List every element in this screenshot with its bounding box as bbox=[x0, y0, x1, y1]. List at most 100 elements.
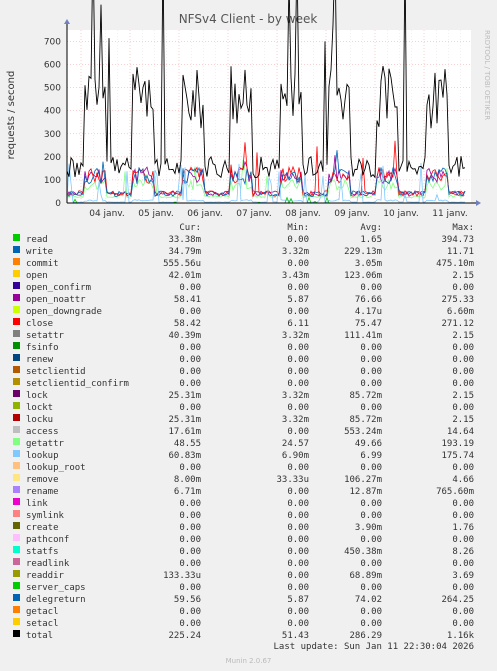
legend-swatch bbox=[13, 390, 20, 397]
legend-avg: 75.47 bbox=[354, 319, 382, 329]
legend-name: server_caps bbox=[26, 583, 86, 593]
legend-swatch bbox=[13, 474, 20, 481]
legend: Cur: Min: Avg: Max: read 33.38m 0.00 1.65 39… bbox=[0, 222, 497, 642]
legend-cur: 0.00 bbox=[179, 619, 201, 629]
legend-name: renew bbox=[26, 355, 54, 365]
legend-item-commit: commit 555.56u 0.00 3.05m 475.10m bbox=[0, 258, 497, 270]
legend-swatch bbox=[13, 546, 20, 553]
legend-swatch bbox=[13, 330, 20, 337]
legend-name: remove bbox=[26, 475, 59, 485]
legend-avg: 286.29 bbox=[349, 631, 382, 641]
legend-avg: 6.99 bbox=[360, 451, 382, 461]
legend-cur: 6.71m bbox=[173, 487, 201, 497]
legend-name: locku bbox=[26, 415, 54, 425]
y-tick-label: 700 bbox=[44, 38, 61, 48]
legend-name: lock bbox=[26, 391, 48, 401]
legend-item-renew: renew 0.00 0.00 0.00 0.00 bbox=[0, 354, 497, 366]
legend-min: 0.00 bbox=[287, 259, 309, 269]
legend-avg: 553.24m bbox=[344, 427, 382, 437]
y-tick-labels: 0 100 200 300 400 500 600 700 bbox=[44, 38, 61, 209]
legend-header: Cur: Min: Avg: Max: bbox=[0, 222, 497, 234]
legend-item-lookup: lookup 60.83m 6.90m 6.99 175.74 bbox=[0, 450, 497, 462]
legend-max: 1.76 bbox=[452, 523, 474, 533]
legend-cur: 33.38m bbox=[168, 235, 201, 245]
legend-swatch bbox=[13, 582, 20, 589]
legend-min: 0.00 bbox=[287, 559, 309, 569]
legend-item-write: write 34.79m 3.32m 229.13m 11.71 bbox=[0, 246, 497, 258]
legend-swatch bbox=[13, 246, 20, 253]
legend-name: open_noattr bbox=[26, 295, 86, 305]
legend-item-pathconf: pathconf 0.00 0.00 0.00 0.00 bbox=[0, 534, 497, 546]
legend-swatch bbox=[13, 402, 20, 409]
legend-name: fsinfo bbox=[26, 343, 59, 353]
legend-min: 3.32m bbox=[281, 331, 309, 341]
legend-item-create: create 0.00 0.00 3.90m 1.76 bbox=[0, 522, 497, 534]
col-max-header: Max: bbox=[452, 223, 474, 233]
legend-swatch bbox=[13, 378, 20, 385]
legend-item-total: total 225.24 51.43 286.29 1.16k bbox=[0, 630, 497, 642]
y-tick-label: 500 bbox=[44, 84, 61, 94]
chart: NFSv4 Client - by week requests / second… bbox=[6, 0, 491, 219]
legend-item-symlink: symlink 0.00 0.00 0.00 0.00 bbox=[0, 510, 497, 522]
x-tick-label: 10 janv. bbox=[383, 209, 419, 219]
legend-swatch bbox=[13, 258, 20, 265]
legend-item-readlink: readlink 0.00 0.00 0.00 0.00 bbox=[0, 558, 497, 570]
legend-min: 0.00 bbox=[287, 547, 309, 557]
legend-cur: 8.00m bbox=[173, 475, 201, 485]
y-tick-label: 0 bbox=[55, 199, 61, 209]
legend-swatch bbox=[13, 342, 20, 349]
legend-swatch bbox=[13, 630, 20, 637]
legend-name: statfs bbox=[26, 547, 59, 557]
legend-name: lockt bbox=[26, 403, 54, 413]
legend-name: setattr bbox=[26, 331, 64, 341]
legend-item-open_confirm: open_confirm 0.00 0.00 0.00 0.00 bbox=[0, 282, 497, 294]
legend-max: 14.64 bbox=[446, 427, 474, 437]
chart-title: NFSv4 Client - by week bbox=[179, 12, 318, 26]
legend-name: rename bbox=[26, 487, 59, 497]
legend-max: 4.66 bbox=[452, 475, 474, 485]
legend-item-access: access 17.61m 0.00 553.24m 14.64 bbox=[0, 426, 497, 438]
legend-max: 2.15 bbox=[452, 415, 474, 425]
legend-avg: 76.66 bbox=[354, 295, 382, 305]
y-axis-label: requests / second bbox=[6, 71, 17, 160]
legend-max: 275.33 bbox=[441, 295, 474, 305]
legend-name: commit bbox=[26, 259, 59, 269]
legend-name: write bbox=[26, 247, 54, 257]
legend-cur: 48.55 bbox=[173, 439, 201, 449]
legend-max: 0.00 bbox=[452, 367, 474, 377]
x-tick-labels: 04 janv. 05 janv. 06 janv. 07 janv. 08 janv.… bbox=[89, 209, 468, 219]
legend-item-readdir: readdir 133.33u 0.00 68.89m 3.69 bbox=[0, 570, 497, 582]
legend-max: 0.00 bbox=[452, 583, 474, 593]
legend-name: readdir bbox=[26, 571, 64, 581]
x-tick-label: 09 janv. bbox=[334, 209, 370, 219]
series-line-delegreturn bbox=[66, 150, 466, 198]
legend-max: 0.00 bbox=[452, 619, 474, 629]
legend-min: 0.00 bbox=[287, 619, 309, 629]
legend-avg: 0.00 bbox=[360, 379, 382, 389]
legend-item-rename: rename 6.71m 0.00 12.87m 765.60m bbox=[0, 486, 497, 498]
legend-cur: 60.83m bbox=[168, 451, 201, 461]
legend-cur: 0.00 bbox=[179, 559, 201, 569]
legend-max: 2.15 bbox=[452, 391, 474, 401]
legend-swatch bbox=[13, 438, 20, 445]
legend-cur: 25.31m bbox=[168, 391, 201, 401]
legend-name: pathconf bbox=[26, 535, 70, 545]
legend-max: 3.69 bbox=[452, 571, 474, 581]
legend-swatch bbox=[13, 534, 20, 541]
legend-avg: 1.65 bbox=[360, 235, 382, 245]
legend-min: 0.00 bbox=[287, 367, 309, 377]
legend-min: 0.00 bbox=[287, 499, 309, 509]
x-tick-label: 06 janv. bbox=[187, 209, 223, 219]
legend-min: 0.00 bbox=[287, 487, 309, 497]
munin-version: Munin 2.0.67 bbox=[225, 657, 272, 665]
legend-cur: 34.79m bbox=[168, 247, 201, 257]
legend-item-getacl: getacl 0.00 0.00 0.00 0.00 bbox=[0, 606, 497, 618]
legend-cur: 0.00 bbox=[179, 379, 201, 389]
legend-name: close bbox=[26, 319, 54, 329]
legend-min: 0.00 bbox=[287, 235, 309, 245]
y-tick-label: 400 bbox=[44, 107, 61, 117]
x-tick-label: 07 janv. bbox=[236, 209, 272, 219]
legend-avg: 74.02 bbox=[354, 595, 382, 605]
legend-swatch bbox=[13, 354, 20, 361]
legend-item-locku: locku 25.31m 3.32m 85.72m 2.15 bbox=[0, 414, 497, 426]
